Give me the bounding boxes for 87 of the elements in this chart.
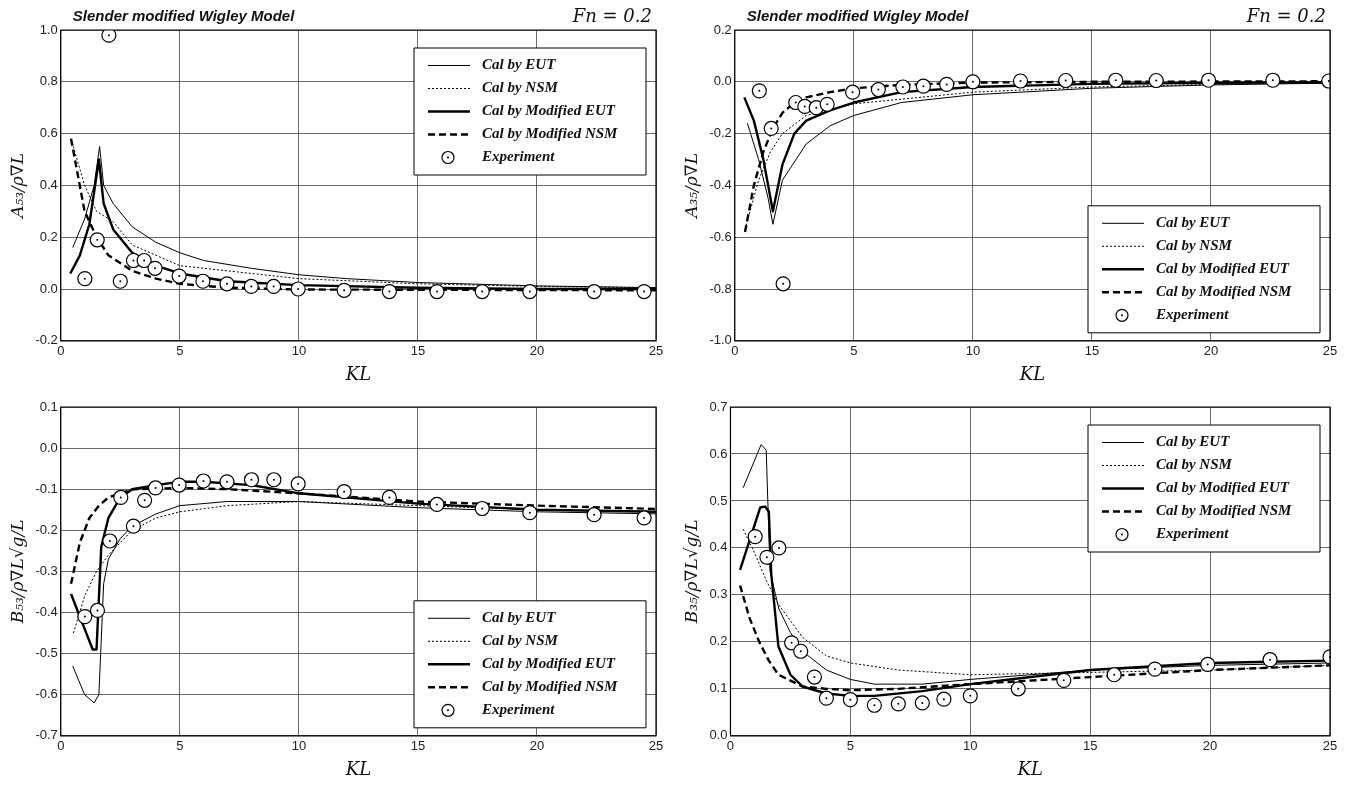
y-tick-label: -0.5 [35,645,58,661]
x-tick-label: 20 [529,738,545,754]
x-tick-label: 10 [965,343,981,359]
legend-label: Experiment [481,148,556,165]
x-tick-label: 25 [1322,738,1338,754]
x-tick-label: 20 [1203,343,1219,359]
x-tick-label: 5 [850,343,858,359]
legend-label: Cal by Modified NSM [1156,502,1293,519]
legend-label: Cal by Modified EUT [482,102,616,119]
y-tick-label: -1.0 [709,332,732,348]
y-axis-title: A₅₃/ρ∇L [6,153,27,220]
chart-title: Slender modified Wigley Model [72,6,296,24]
y-tick-label: -0.6 [35,686,58,702]
chart-subtitle: Fn = 0.2 [1245,4,1326,26]
y-tick-label: -0.4 [35,604,58,620]
legend-label: Cal by EUT [482,609,557,626]
y-tick-label: 0.8 [39,73,58,89]
y-tick-label: -0.2 [709,125,732,141]
legend-label: Cal by NSM [1156,237,1233,254]
legend-label: Experiment [1155,525,1230,542]
y-tick-label: 0.6 [709,445,728,461]
x-axis-title: KL [344,757,372,779]
chart-subtitle: Fn = 0.2 [571,4,652,26]
y-tick-label: -0.8 [709,280,732,296]
legend-label: Experiment [1155,306,1230,323]
legend-label: Cal by NSM [482,79,559,96]
y-tick-label: 0.2 [39,228,58,244]
y-tick-label: 0.4 [709,539,728,555]
x-axis-title: KL [344,362,372,384]
y-tick-label: -0.7 [35,727,58,743]
y-tick-label: -0.2 [35,521,58,537]
chart-title: Slender modified Wigley Model [746,6,970,24]
x-tick-label: 15 [410,738,426,754]
y-axis-title: B₃₅/ρ∇L√g/L [680,519,701,625]
y-tick-label: 0.0 [39,280,58,296]
y-tick-label: 0.2 [709,633,728,649]
x-tick-label: 20 [1202,738,1218,754]
y-tick-label: -0.1 [35,480,58,496]
y-tick-label: 0.4 [39,176,58,192]
x-tick-label: 10 [963,738,978,754]
legend-label: Cal by NSM [1156,456,1233,473]
y-tick-label: 0.1 [709,680,728,696]
legend-label: Cal by Modified NSM [1156,283,1293,300]
y-tick-label: 0.7 [709,398,728,414]
x-tick-label: 15 [1082,738,1098,754]
x-tick-label: 10 [291,343,307,359]
x-tick-label: 10 [291,738,307,754]
x-tick-label: 15 [410,343,426,359]
x-axis-title: KL [1016,757,1043,779]
x-axis-title: KL [1018,362,1046,384]
y-tick-label: 0.2 [713,21,732,37]
y-tick-label: -0.3 [35,562,58,578]
x-tick-label: 5 [176,343,184,359]
y-axis-title: B₅₃/ρ∇L√g/L [6,519,27,625]
y-tick-label: 0.5 [709,492,728,508]
y-tick-label: 1.0 [39,21,58,37]
x-tick-label: 20 [529,343,545,359]
x-tick-label: 15 [1084,343,1100,359]
legend-label: Cal by Modified NSM [482,125,619,142]
y-tick-label: 0.0 [39,439,58,455]
y-tick-label: 0.0 [713,73,732,89]
x-tick-label: 0 [731,343,739,359]
x-tick-label: 0 [57,738,65,754]
legend-label: Cal by Modified NSM [482,678,619,695]
y-tick-label: 0.0 [709,727,728,743]
x-tick-label: 0 [57,343,65,359]
x-tick-label: 5 [846,738,854,754]
legend-label: Cal by EUT [1156,433,1231,450]
x-tick-label: 25 [1322,343,1338,359]
y-axis-title: A₃₅/ρ∇L [680,153,701,220]
legend-label: Cal by NSM [482,632,559,649]
x-tick-label: 5 [176,738,184,754]
x-tick-label: 0 [726,738,735,754]
y-tick-label: 0.6 [39,125,58,141]
y-tick-label: 0.3 [709,586,728,602]
y-tick-label: -0.2 [35,332,58,348]
y-tick-label: 0.1 [39,398,58,414]
y-tick-label: -0.4 [709,176,732,192]
legend-label: Experiment [481,701,556,718]
legend-label: Cal by Modified EUT [1156,479,1290,496]
y-tick-label: -0.6 [709,228,732,244]
legend-label: Cal by EUT [482,56,557,73]
legend-label: Cal by Modified EUT [482,655,616,672]
legend-label: Cal by Modified EUT [1156,260,1290,277]
x-tick-label: 25 [648,343,664,359]
x-tick-label: 25 [648,738,664,754]
legend-label: Cal by EUT [1156,214,1231,231]
